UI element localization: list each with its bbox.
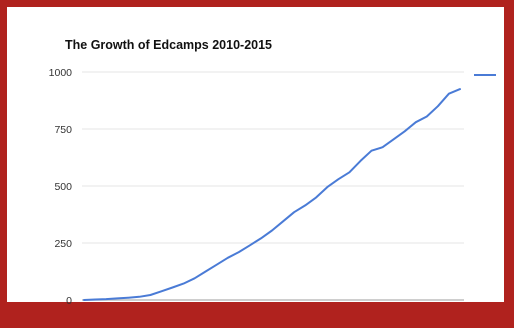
series-line [83,88,461,301]
y-tick-label: 750 [54,124,72,136]
y-tick-label: 500 [54,181,72,193]
y-tick-label: 0 [66,295,72,307]
y-tick-label: 1000 [49,67,73,79]
y-axis-ticks: 0 250 500 750 1000 [49,67,73,307]
chart-title: The Growth of Edcamps 2010-2015 [65,38,272,52]
gridlines [82,71,464,244]
y-tick-label: 250 [54,238,72,250]
